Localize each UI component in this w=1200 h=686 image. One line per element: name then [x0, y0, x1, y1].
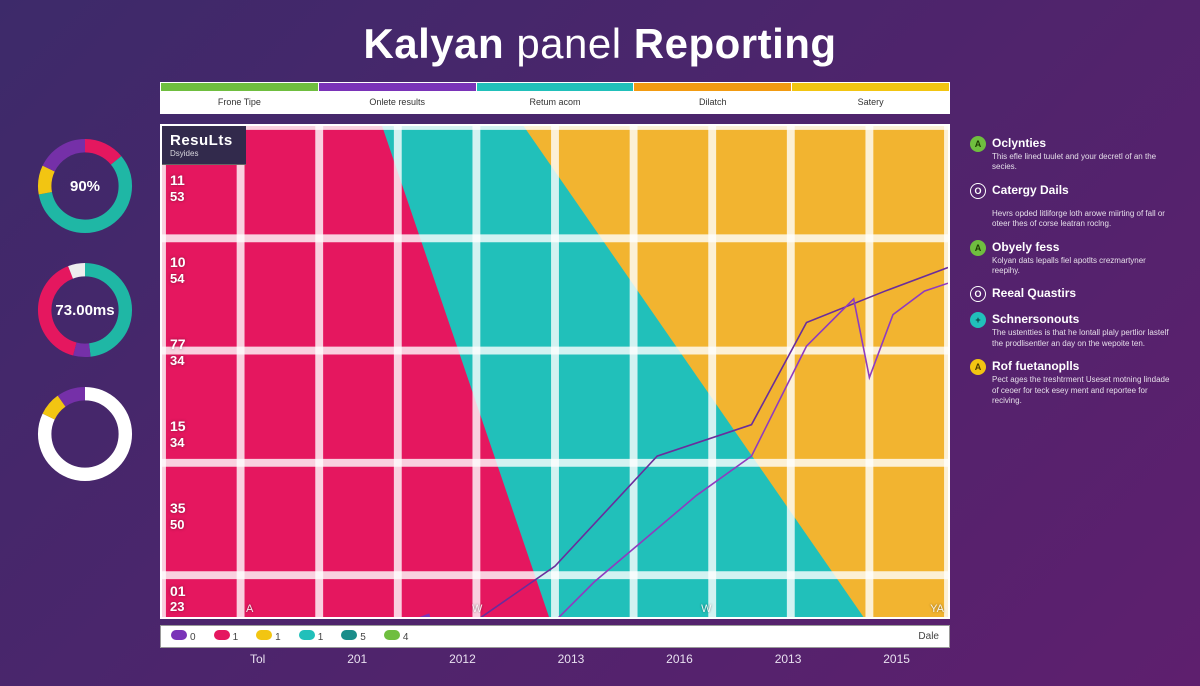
title-word-1: Kalyan [363, 20, 504, 67]
annotation: + Schnersonouts The ustentties is that he … [970, 312, 1170, 349]
page-title: Kalyan panel Reporting [30, 20, 1170, 68]
donut-chart [37, 386, 133, 482]
y-axis-subtitle: Dsyides [170, 149, 238, 158]
mini-legend-trail: Dale [918, 631, 939, 642]
mini-legend-item: 1 [299, 630, 324, 643]
annotation: A Obyely fess Kolyan dats lepalls fiel apo… [970, 240, 1170, 277]
annotation-bullet-icon: A [970, 359, 986, 375]
mini-legend: 0 1 1 1 5 4 Dale [160, 625, 950, 648]
annotation-body: Pect ages the treshtrment Useset motning… [992, 375, 1170, 406]
donut-chart: 90% [37, 138, 133, 234]
title-word-2: panel [516, 20, 621, 67]
x-label: W [472, 603, 482, 615]
x-axis-label: 2015 [883, 652, 910, 666]
annotation-title: Reeal Quastirs [992, 286, 1170, 300]
annotation-body: Kolyan dats lepalls fiel apotlts crezmar… [992, 256, 1170, 277]
x-axis-label: 201 [347, 652, 367, 666]
legend-item: Frone Tipe [161, 83, 318, 113]
donuts-column: 90% 73.00ms [30, 124, 140, 666]
annotation: O Catergy Dails [970, 183, 1170, 199]
annotation-bullet-icon: + [970, 312, 986, 328]
annotation-title: Obyely fess [992, 240, 1170, 254]
y-axis-header: ResuLts Dsyides [162, 126, 246, 165]
donut-chart: 73.00ms [37, 262, 133, 358]
x-axis-label: 2016 [666, 652, 693, 666]
x-axis-label: Tol [250, 652, 265, 666]
legend-item: Retum acom [477, 83, 634, 113]
chart-box: ResuLts Dsyides 1153 1054 7734 1534 3550 0123 [160, 124, 950, 619]
annotation-title: Catergy Dails [992, 183, 1170, 197]
x-label: W [701, 603, 711, 615]
annotation: O Reeal Quastirs [970, 286, 1170, 302]
y-ticks: 1153 1054 7734 1534 3550 0123 [162, 170, 246, 617]
x-label: YA [930, 603, 944, 615]
annotation-title: Schnersonouts [992, 312, 1170, 326]
annotation-body: The ustentties is that he lontall plaly … [992, 328, 1170, 349]
annotation-bullet-icon: O [970, 286, 986, 302]
x-inline-labels: A W W YA [246, 603, 944, 615]
y-tick: 1153 [162, 170, 246, 206]
annotation-title: Rof fuetanoplls [992, 359, 1170, 373]
title-word-3: Reporting [634, 20, 837, 67]
annotation: A Oclynties This efle lined tuulet and you… [970, 136, 1170, 173]
annotation: A Rof fuetanoplls Pect ages the treshtrmen… [970, 359, 1170, 406]
donut-label: 90% [37, 138, 133, 234]
annotation-title: Oclynties [992, 136, 1170, 150]
chart-area: ResuLts Dsyides 115310547734153435500123 [160, 124, 950, 666]
annotations-column: A Oclynties This efle lined tuulet and you… [970, 124, 1170, 666]
x-axis-label: 2013 [775, 652, 802, 666]
legend-strip: Frone TipeOnlete resultsRetum acomDilatc… [160, 82, 950, 114]
mini-legend-item: 5 [341, 630, 366, 643]
mini-legend-item: 0 [171, 630, 196, 643]
mini-legend-item: 1 [256, 630, 281, 643]
y-axis-title: ResuLts [170, 132, 238, 149]
trend-lines [162, 126, 948, 619]
mini-legend-item: 1 [214, 630, 239, 643]
y-tick: 0123 [162, 581, 246, 617]
legend-item: Onlete results [319, 83, 476, 113]
x-axis-label: 2013 [558, 652, 585, 666]
annotation-bullet-icon: O [970, 183, 986, 199]
y-tick: 1534 [162, 416, 246, 452]
donut-label [37, 386, 133, 482]
annotation: Hevrs opded litliforge loth arowe miirti… [970, 209, 1170, 230]
annotation-body: This efle lined tuulet and your decretl … [992, 152, 1170, 173]
y-tick: 3550 [162, 498, 246, 534]
annotation-bullet-icon: A [970, 136, 986, 152]
x-label: A [246, 603, 253, 615]
legend-item: Dilatch [634, 83, 791, 113]
y-tick: 7734 [162, 334, 246, 370]
x-axis-labels: Tol 201 2012 2013 2016 2013 2015 [160, 648, 950, 666]
mini-legend-item: 4 [384, 630, 409, 643]
donut-label: 73.00ms [37, 262, 133, 358]
y-tick: 1054 [162, 252, 246, 288]
annotation-body: Hevrs opded litliforge loth arowe miirti… [992, 209, 1170, 230]
legend-item: Satery [792, 83, 949, 113]
x-axis-label: 2012 [449, 652, 476, 666]
annotation-bullet-icon: A [970, 240, 986, 256]
